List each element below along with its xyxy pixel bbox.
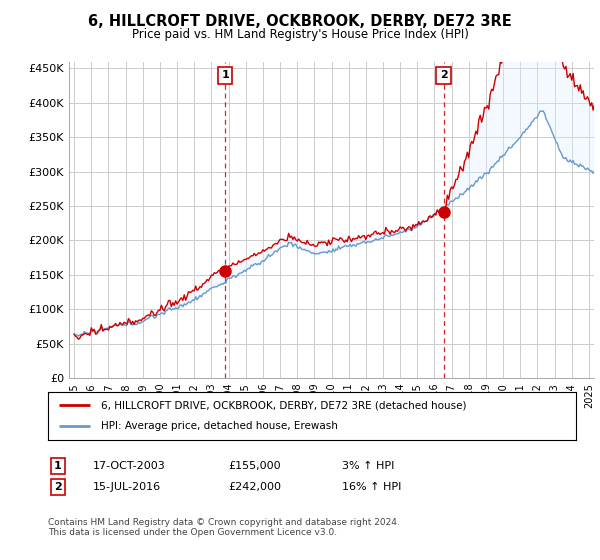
Text: 2: 2 xyxy=(440,71,448,80)
Text: 2: 2 xyxy=(54,482,62,492)
Text: HPI: Average price, detached house, Erewash: HPI: Average price, detached house, Erew… xyxy=(101,421,338,431)
Text: 1: 1 xyxy=(221,71,229,80)
Text: 15-JUL-2016: 15-JUL-2016 xyxy=(93,482,161,492)
Text: £242,000: £242,000 xyxy=(228,482,281,492)
Text: 17-OCT-2003: 17-OCT-2003 xyxy=(93,461,166,471)
Text: Contains HM Land Registry data © Crown copyright and database right 2024.
This d: Contains HM Land Registry data © Crown c… xyxy=(48,518,400,538)
Text: 16% ↑ HPI: 16% ↑ HPI xyxy=(342,482,401,492)
Text: 3% ↑ HPI: 3% ↑ HPI xyxy=(342,461,394,471)
Text: 6, HILLCROFT DRIVE, OCKBROOK, DERBY, DE72 3RE (detached house): 6, HILLCROFT DRIVE, OCKBROOK, DERBY, DE7… xyxy=(101,400,466,410)
Text: 1: 1 xyxy=(54,461,62,471)
Text: Price paid vs. HM Land Registry's House Price Index (HPI): Price paid vs. HM Land Registry's House … xyxy=(131,28,469,41)
Text: £155,000: £155,000 xyxy=(228,461,281,471)
Text: 6, HILLCROFT DRIVE, OCKBROOK, DERBY, DE72 3RE: 6, HILLCROFT DRIVE, OCKBROOK, DERBY, DE7… xyxy=(88,14,512,29)
